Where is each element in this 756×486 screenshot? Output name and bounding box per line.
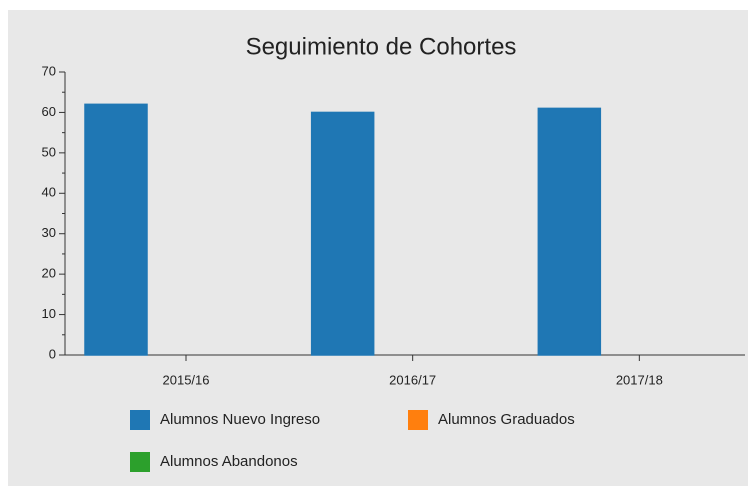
legend-label: Alumnos Graduados <box>438 411 575 428</box>
chart-title: Seguimiento de Cohortes <box>246 33 517 60</box>
bar <box>537 107 602 356</box>
y-tick-label: 0 <box>49 346 56 361</box>
y-tick-label: 50 <box>42 144 56 159</box>
bar <box>84 103 148 356</box>
legend-swatch <box>408 410 428 430</box>
bar <box>310 111 375 356</box>
legend-label: Alumnos Abandonos <box>160 453 298 470</box>
legend-label: Alumnos Nuevo Ingreso <box>160 411 320 428</box>
legend-swatch <box>130 410 150 430</box>
legend-swatch <box>130 452 150 472</box>
y-tick-label: 60 <box>42 104 56 119</box>
y-tick-label: 30 <box>42 225 56 240</box>
x-tick-label: 2017/18 <box>616 372 663 387</box>
y-tick-label: 20 <box>42 266 56 281</box>
x-tick-label: 2015/16 <box>163 372 210 387</box>
y-tick-label: 10 <box>42 306 56 321</box>
y-tick-label: 40 <box>42 185 56 200</box>
y-tick-label: 70 <box>42 63 56 78</box>
x-tick-label: 2016/17 <box>389 372 436 387</box>
